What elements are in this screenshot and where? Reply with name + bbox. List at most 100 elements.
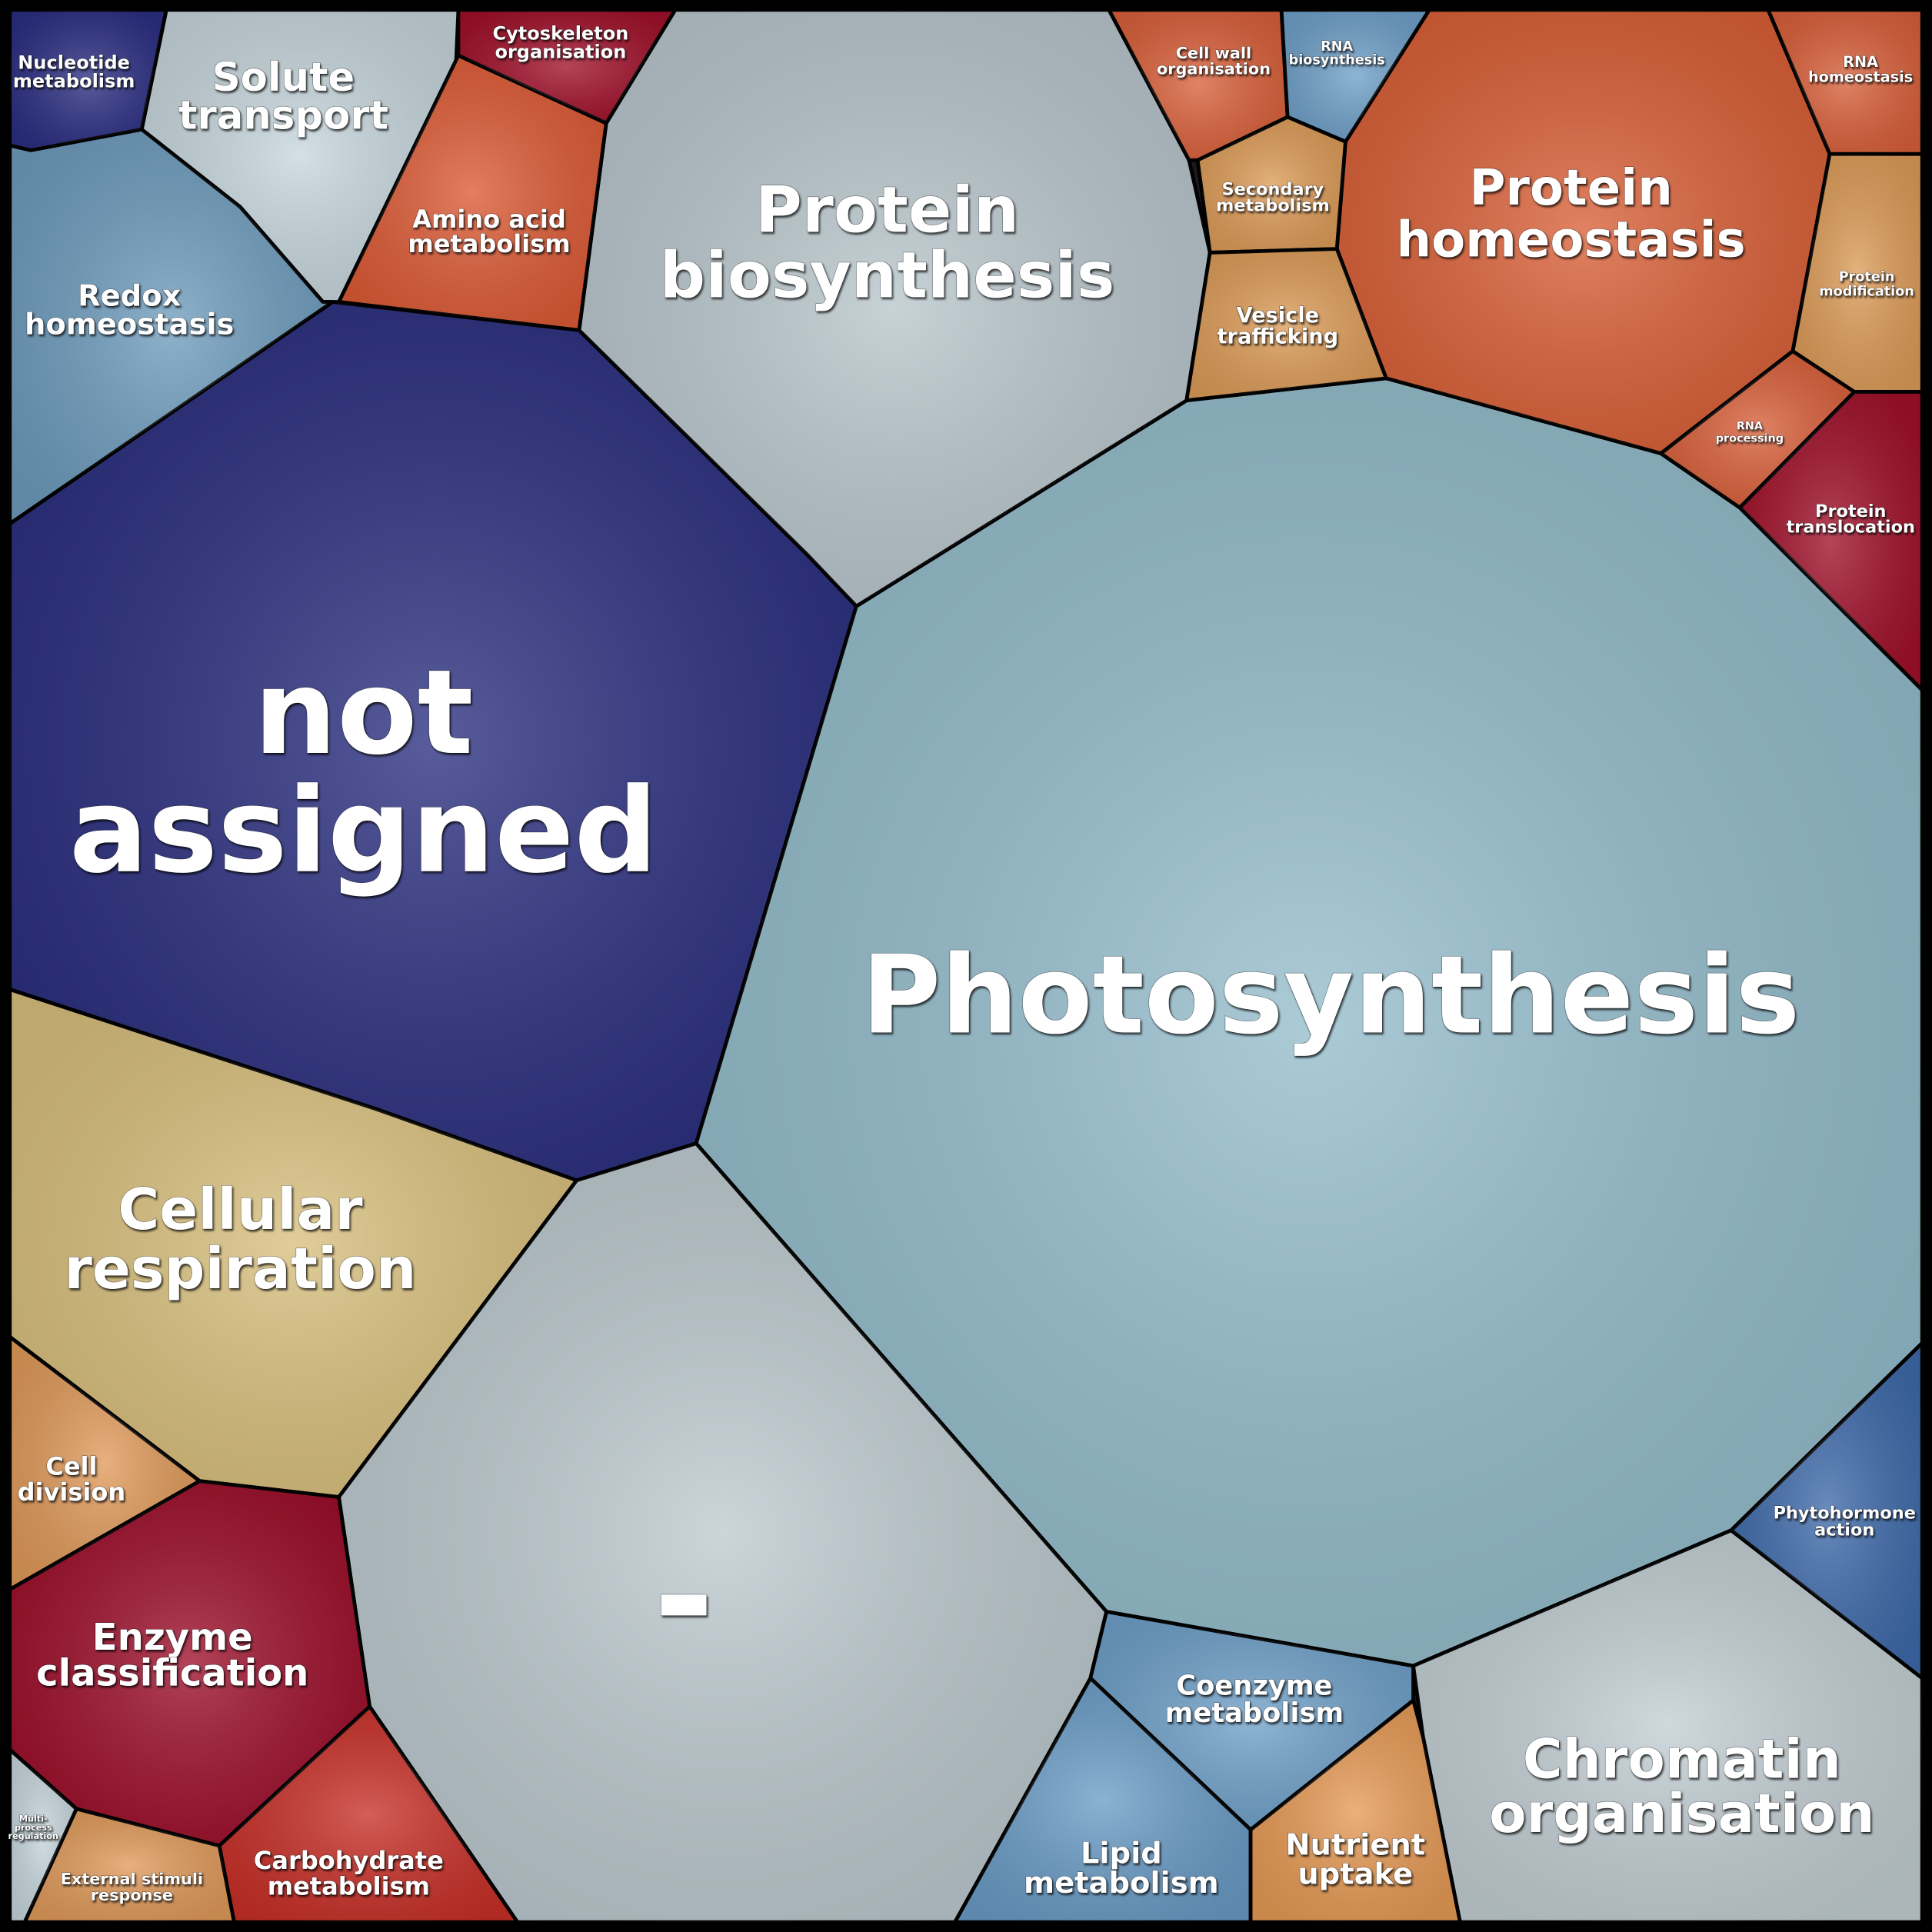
cell-label: Coenzyme metabolism [1165,1670,1344,1728]
label-line: External stimuli [61,1870,203,1888]
label-line: Protein [1839,269,1895,285]
cell-label: External stimuli response [61,1870,203,1904]
cell-shade [338,1143,1107,1923]
label-line: Protein [1469,160,1672,217]
label-line: Solute [212,55,355,101]
cell-shade [1281,9,1430,142]
cell-label: Amino acid metabolism [408,205,570,258]
cell-label: RNA processing [1716,420,1784,445]
label-line: Enzyme [92,1616,253,1659]
label-line: Cell [45,1451,97,1481]
cell-label: - [653,1511,715,1683]
cell-label: Protein modification [1819,269,1914,299]
label-line: metabolism [13,71,135,92]
label-line: metabolism [268,1872,430,1901]
label-line: modification [1819,285,1914,300]
label-line: Redox [78,278,182,313]
cell-shade [458,9,675,124]
label-line: response [91,1886,173,1904]
label-line: homeostasis [1808,68,1913,85]
label-line: Protein [755,172,1020,247]
label-line: trafficking [1217,325,1339,348]
cell-label: Protein biosynthesis [660,172,1115,312]
cell-shade [1090,1611,1414,1830]
cell-shade [578,9,1211,607]
cell-shade [9,129,333,524]
cell-label: Redox homeostasis [25,278,234,341]
label-line: metabolism [1216,196,1330,216]
label-line: Cytoskeleton [493,22,629,44]
cell-label: Multi-process regulation [8,1814,58,1840]
label-line: Coenzyme [1176,1670,1332,1701]
label-line: organisation [1157,60,1271,78]
label-line: not [254,644,474,780]
label-line: RNA [1737,420,1764,432]
label-line: action [1814,1521,1874,1541]
cell-shade [954,1677,1251,1923]
cell-shade [219,1706,518,1923]
cell-shade [1661,351,1855,508]
label-line: translocation [1787,518,1915,538]
label-line: division [18,1477,126,1507]
cell-label: Carbohydrate metabolism [254,1846,444,1901]
cell-label: Cytoskeleton organisation [493,22,629,62]
cell-label: Cellular respiration [64,1178,416,1302]
label-line: Cell wall [1176,44,1251,62]
label-line: Multi- [19,1814,48,1824]
label-line: RNA [1321,39,1353,55]
label-line: uptake [1297,1857,1413,1891]
label-line: Amino acid [412,205,566,234]
cell-shade [9,1749,77,1923]
label-line: transport [178,93,388,139]
label-line: assigned [69,762,658,898]
label-line: - [653,1511,715,1683]
cell-label: RNA biosynthesis [1289,39,1385,68]
cell-label: Phytohormone action [1774,1503,1916,1540]
cell-label: Chromatin organisation [1489,1728,1874,1845]
label-line: biosynthesis [1289,53,1385,68]
label-line: Phytohormone [1774,1503,1916,1523]
label-line: Carbohydrate [254,1846,444,1875]
label-line: Protein [1815,501,1886,521]
label-line: processing [1716,432,1784,445]
label-line: process [15,1822,52,1832]
cell-label: Cell division [18,1451,126,1507]
cell-shade [1186,248,1387,401]
cell-shade [696,378,1923,1666]
cell-shade [9,1481,370,1846]
label-line: respiration [64,1237,416,1302]
label-line: Photosynthesis [861,932,1800,1058]
label-line: regulation [8,1831,58,1841]
label-line: Cellular [118,1178,363,1243]
cell-shade [1337,9,1830,454]
label-line: Secondary [1222,180,1324,200]
cell-label: RNA homeostasis [1808,53,1913,85]
label-line: RNA [1843,53,1878,71]
cell-label: Lipid metabolism [1024,1836,1219,1900]
label-line: Nucleotide [18,52,130,74]
cell-label: Protein translocation [1787,501,1915,538]
cell-label: Solute transport [178,55,388,139]
cell-label: Protein homeostasis [1397,160,1746,268]
cell-shade [1767,9,1923,155]
cell-label: Nutrient uptake [1285,1827,1425,1891]
label-line: metabolism [1165,1697,1344,1728]
cell-shade [9,9,167,151]
cell-label: Cell wall organisation [1157,44,1271,78]
cell-shade [1251,1700,1461,1923]
label-line: metabolism [1024,1865,1219,1900]
cell-shade [1792,154,1923,392]
cell-shade [1108,9,1288,161]
label-line: organisation [495,41,626,62]
cell-label: Secondary metabolism [1216,180,1330,216]
cell-label: Vesicle trafficking [1217,304,1339,348]
cell-shade [9,301,857,1181]
label-line: biosynthesis [660,238,1115,312]
cell-shade [1730,1343,1923,1678]
cell-label: not assigned [69,644,658,898]
label-line: homeostasis [25,307,234,341]
label-line: Nutrient [1285,1827,1425,1862]
